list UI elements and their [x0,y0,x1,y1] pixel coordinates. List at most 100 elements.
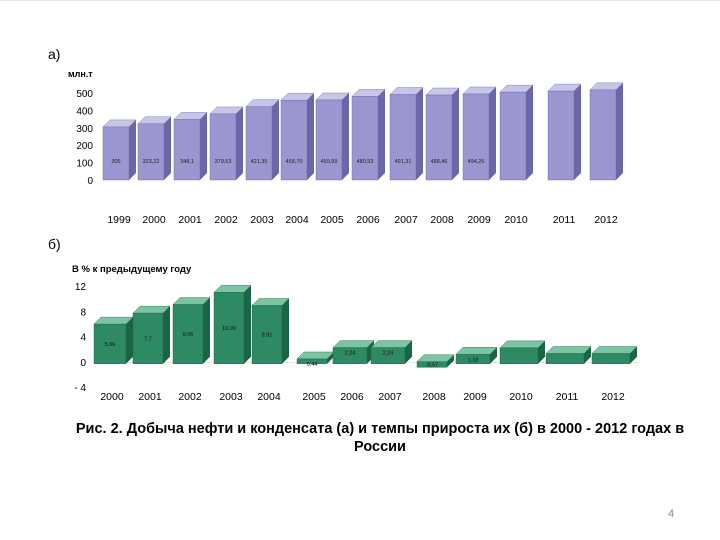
bar-2011-front [545,353,585,364]
bar-2004-side [307,93,314,180]
bar-2010-top [499,340,546,349]
bar-2002-front [172,304,204,364]
x-tick-label: 2003 [250,214,274,226]
bar-2009 [455,347,498,364]
bar-2005-front [315,99,343,181]
bar-2009-side [489,86,496,180]
bar-2007-front [389,94,417,181]
bar-2008-front [425,94,453,181]
x-tick-label: 2009 [463,391,487,403]
x-tick-label: 2006 [356,214,380,226]
y-tick-label: 400 [76,106,93,117]
x-tick-label: 2003 [219,391,243,403]
y-tick-label: 300 [76,124,93,135]
bar-2005-side [327,351,334,364]
bar-2003 [245,99,280,181]
x-tick-label: 2007 [394,214,418,226]
figure-caption: Рис. 2. Добыча нефти и конденсата (а) и … [75,421,685,455]
bar-2010-side [538,340,545,364]
bar-2005 [296,351,335,364]
bar-2012-front [591,353,631,364]
bar-value-label: 421,35 [251,159,268,165]
growth-rate-bar-chart: В % к предыдущему году - 4 0 4 8 12 5,96 2000 7,… [72,264,640,403]
x-tick-label: 2006 [340,391,364,403]
bar-2002-side [236,106,243,180]
x-tick-label: 2008 [430,214,454,226]
panel-b-label: б) [48,236,61,252]
bar-2004-side [282,298,289,364]
slide-top-rule [0,0,720,1]
x-tick-label: 2004 [257,391,281,403]
bar-2008 [416,354,455,368]
x-tick-label: 2011 [553,214,576,226]
bar-2000 [137,116,172,181]
bar-2007-top [370,340,413,348]
bar-2010 [499,340,546,364]
bar-2008-front [416,361,448,368]
bar-2008-side [452,88,459,180]
x-tick-label: 2012 [594,214,618,226]
bar-2004 [251,298,290,364]
y-tick-label: 0 [80,358,86,369]
bar-2006 [351,89,386,181]
bar-value-label: 10,99 [222,326,236,332]
bar-value-label: 491,31 [395,159,412,165]
bar-2009-front [462,93,490,181]
bar-2010-front [499,347,539,364]
bar-value-label: 0,44 [307,362,318,368]
x-tick-label: 2004 [285,214,309,226]
bar-2006-top [332,340,375,348]
bar-2011 [547,83,582,181]
bar-value-label: 1,18 [468,357,479,363]
bar-2000-front [93,323,127,364]
bar-value-label: 305 [111,159,120,165]
bar-2008 [425,87,460,181]
bar-1999-side [129,119,136,180]
x-tick-label: 2001 [138,391,162,403]
x-tick-label: 2009 [467,214,491,226]
bar-2002-front [209,113,237,181]
bar-2007-side [405,340,412,364]
bar-2012-front [589,89,617,181]
bar-2000-side [126,317,133,364]
bar-1999 [102,119,137,181]
bar-2004 [280,92,315,181]
bar-value-label: 9,06 [183,332,194,338]
x-tick-label: 2010 [509,391,533,403]
bar-value-label: 458,70 [286,159,303,165]
y-tick-label: 8 [80,307,86,318]
bar-2010-side [526,85,533,180]
bar-2008-side [447,354,454,368]
bar-2001-side [200,112,207,180]
x-tick-label: 2011 [556,391,579,403]
bar-2003-front [213,292,245,364]
x-tick-label: 2005 [302,391,326,403]
bar-2012 [589,82,624,181]
bar-2001-front [173,119,201,181]
bar-2009-top [455,347,498,355]
bar-2007 [389,87,424,181]
y-tick-label: 0 [87,176,93,187]
bar-2011-top [545,346,592,354]
bar-2004-front [251,305,283,364]
x-tick-label: 2007 [378,391,402,403]
bar-value-label: 494,26 [468,159,485,165]
bar-2001 [132,305,171,364]
bar-2007 [370,340,413,364]
x-tick-label: 2000 [100,391,124,403]
bar-2004-front [280,99,308,181]
bar-2002 [172,297,211,364]
bar-value-label: 480,53 [357,159,374,165]
bar-2009-side [490,347,497,364]
y-tick-label: 100 [76,159,93,170]
bar-1999-front [102,126,130,181]
bar-2003-front [245,106,273,181]
bar-2011-side [574,84,581,180]
y-tick-label: 200 [76,141,93,152]
bar-2006-front [351,96,379,181]
bar-value-label: 348,1 [180,159,194,165]
bar-2002-side [203,297,210,364]
bar-2009 [462,86,497,181]
y-tick-label: 4 [80,333,86,344]
bar-2005 [315,92,350,181]
